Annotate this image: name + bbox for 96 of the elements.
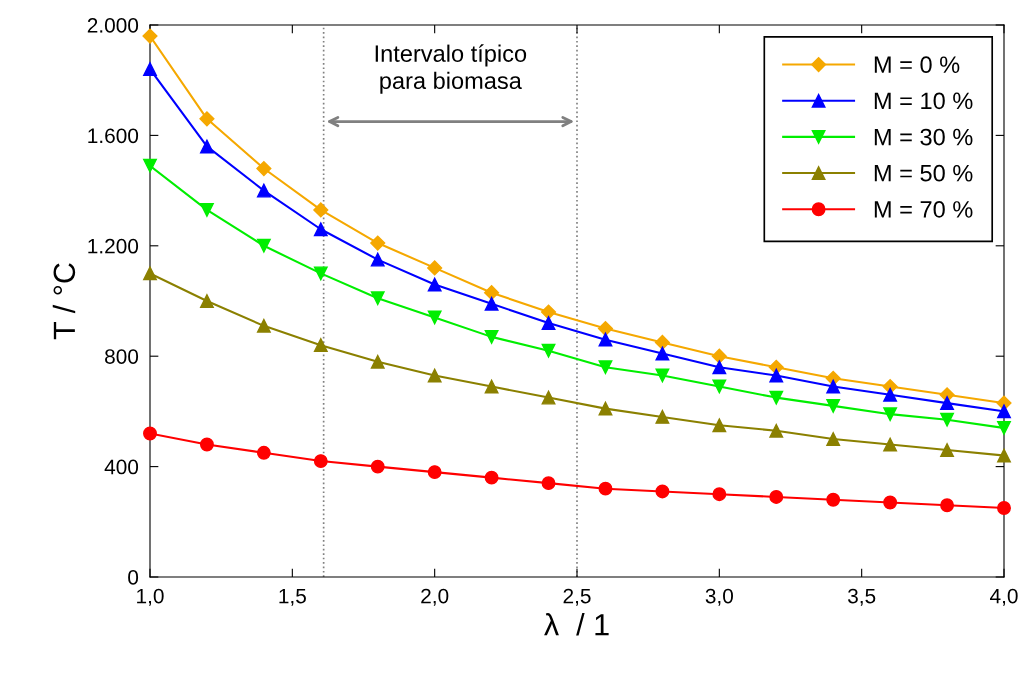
y-tick-label: 2.000	[87, 18, 139, 33]
point	[997, 421, 1011, 435]
point	[370, 252, 385, 267]
point	[484, 470, 499, 485]
point	[711, 348, 727, 364]
y-axis-title: T / °C	[52, 263, 76, 340]
point	[712, 418, 727, 433]
y-tick-label: 1.600	[88, 128, 139, 144]
point	[655, 409, 670, 424]
point	[143, 266, 157, 281]
legend-label: M = 70 %	[874, 201, 973, 218]
point	[199, 111, 215, 127]
point	[427, 310, 442, 325]
point	[427, 260, 443, 276]
x-tick-label: 3,0	[705, 588, 733, 606]
point	[541, 343, 556, 358]
point	[427, 368, 442, 383]
point	[712, 360, 727, 375]
point	[826, 398, 841, 413]
legend-label: M = 50 %	[874, 164, 973, 182]
legend-label: M = 10 %	[874, 92, 973, 110]
point	[997, 404, 1011, 419]
point	[940, 396, 955, 411]
legend-label: M = 30 %	[874, 128, 973, 146]
point	[997, 448, 1011, 463]
point	[769, 368, 784, 383]
x-axis-title: λ / 1	[544, 613, 609, 636]
y-tick-label: 400	[104, 459, 139, 475]
point	[598, 360, 613, 375]
y-tick-label: 1.200	[88, 238, 139, 254]
x-tick-label: 2,0	[421, 588, 449, 606]
point	[883, 407, 898, 422]
point	[883, 387, 898, 402]
point	[370, 235, 386, 251]
legend-label: M = 0 %	[874, 56, 960, 74]
point	[769, 423, 784, 438]
point	[598, 332, 613, 347]
x-tick-label: 2,5	[563, 588, 591, 606]
point	[654, 334, 670, 350]
point	[370, 291, 385, 306]
annotation: Intervalo típico para biomasa	[375, 44, 527, 94]
point	[370, 459, 385, 474]
point	[313, 266, 328, 281]
point	[940, 498, 955, 513]
point	[313, 454, 328, 469]
point	[997, 501, 1011, 515]
point	[143, 426, 157, 441]
point	[826, 492, 841, 507]
point	[484, 329, 499, 344]
point	[143, 158, 157, 173]
point	[883, 437, 898, 452]
point	[769, 390, 784, 405]
point	[769, 490, 784, 504]
point	[541, 476, 556, 491]
point	[256, 160, 272, 177]
point	[541, 316, 556, 331]
point	[199, 202, 214, 217]
point	[256, 318, 271, 333]
point	[940, 412, 955, 427]
point	[199, 437, 214, 452]
x-tick-label: 1,5	[279, 588, 306, 606]
point	[143, 62, 157, 77]
point	[826, 432, 841, 446]
point	[540, 304, 557, 320]
point	[313, 338, 328, 353]
x-tick-label: 3,5	[847, 588, 876, 606]
point	[484, 379, 499, 394]
y-tick-label: 0	[128, 570, 139, 585]
point	[597, 321, 614, 337]
point	[199, 139, 214, 154]
x-tick-label: 4,0	[990, 588, 1018, 606]
point	[484, 285, 500, 301]
point	[712, 487, 727, 502]
point	[199, 294, 214, 308]
point	[256, 445, 271, 460]
point	[427, 465, 442, 480]
point	[370, 354, 385, 369]
point	[655, 368, 670, 383]
point	[598, 401, 613, 416]
point	[655, 484, 670, 499]
y-tick-label: 800	[105, 349, 139, 364]
point	[256, 183, 271, 198]
point	[655, 346, 670, 361]
point	[826, 379, 841, 394]
point	[541, 390, 556, 405]
point	[256, 238, 271, 253]
point	[427, 277, 442, 292]
point	[313, 202, 329, 218]
point	[598, 481, 613, 496]
point	[940, 443, 955, 457]
point	[712, 379, 727, 394]
point	[484, 296, 499, 311]
point	[883, 495, 898, 510]
x-tick-label: 1,0	[137, 588, 164, 606]
point	[142, 28, 158, 44]
point	[313, 222, 328, 237]
